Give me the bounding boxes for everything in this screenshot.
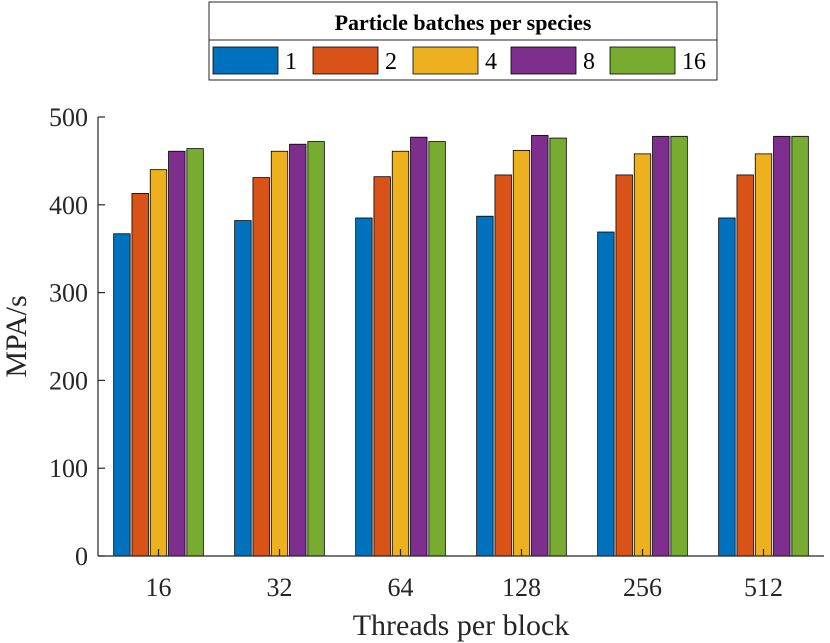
- plot-area: [98, 117, 824, 556]
- bar-256-series-16: [670, 135, 688, 557]
- bar-256-series-1: [597, 231, 615, 557]
- y-tick-label-300: 300: [49, 279, 88, 308]
- bar-128-series-4: [512, 149, 531, 557]
- bars-group: [113, 135, 809, 557]
- x-tick-label-64: 64: [388, 573, 414, 602]
- legend: Particle batches per species 1 2 4 8 16: [208, 1, 718, 81]
- bar-512-series-8: [773, 135, 791, 557]
- bar-64-series-2: [373, 176, 391, 557]
- y-axis-label: MPA/s: [0, 295, 33, 377]
- x-tick-label-32: 32: [267, 573, 293, 602]
- legend-swatch-16: [609, 46, 676, 75]
- y-ticks-group: 0 100 200 300 400 500: [49, 103, 105, 571]
- bar-512-series-1: [718, 217, 736, 557]
- bar-32-series-2: [252, 177, 270, 557]
- y-tick-label-500: 500: [49, 103, 88, 132]
- bar-512-series-16: [791, 135, 809, 557]
- legend-swatch-2: [312, 46, 379, 75]
- x-axis-label: Threads per block: [353, 609, 570, 642]
- bar-16-series-4: [149, 169, 168, 557]
- legend-label-16: 16: [682, 49, 706, 75]
- legend-label-2: 2: [385, 49, 397, 75]
- bar-16-series-2: [131, 192, 149, 557]
- bar-256-series-8: [652, 135, 670, 557]
- legend-label-8: 8: [583, 49, 595, 75]
- bar-64-series-8: [410, 136, 428, 557]
- bar-128-series-2: [494, 174, 512, 557]
- plot-background: [98, 117, 824, 556]
- x-tick-label-128: 128: [502, 573, 541, 602]
- bar-256-series-4: [633, 153, 652, 557]
- legend-label-4: 4: [485, 49, 497, 75]
- bar-32-series-4: [270, 150, 289, 557]
- legend-items: 1 2 4 8 16: [212, 46, 706, 75]
- bar-128-series-16: [549, 137, 567, 557]
- legend-swatch-4: [412, 46, 479, 75]
- bar-64-series-4: [391, 150, 410, 557]
- bar-64-series-16: [428, 141, 446, 557]
- bar-32-series-16: [307, 141, 325, 557]
- bar-256-series-2: [615, 174, 633, 557]
- y-tick-label-100: 100: [49, 454, 88, 483]
- bar-32-series-8: [289, 143, 307, 557]
- bar-16-series-1: [113, 233, 131, 557]
- legend-swatch-1: [212, 46, 279, 75]
- bar-16-series-16: [186, 148, 204, 557]
- x-tick-label-16: 16: [146, 573, 172, 602]
- bar-16-series-8: [168, 150, 186, 557]
- bar-512-series-2: [736, 174, 754, 557]
- axes-group: [97, 117, 824, 557]
- bar-64-series-1: [355, 217, 373, 557]
- x-tick-label-512: 512: [744, 573, 783, 602]
- y-tick-label-400: 400: [49, 191, 88, 220]
- bar-128-series-1: [476, 215, 494, 557]
- bar-128-series-8: [531, 135, 549, 557]
- bar-512-series-4: [754, 153, 773, 557]
- x-ticks-group: 16 32 64 128 256 512: [146, 549, 783, 602]
- y-tick-label-0: 0: [75, 542, 88, 571]
- legend-title: Particle batches per species: [335, 10, 592, 35]
- x-tick-label-256: 256: [623, 573, 662, 602]
- y-tick-label-200: 200: [49, 366, 88, 395]
- legend-swatch-8: [510, 46, 577, 75]
- bar-32-series-1: [234, 220, 252, 557]
- legend-label-1: 1: [285, 49, 297, 75]
